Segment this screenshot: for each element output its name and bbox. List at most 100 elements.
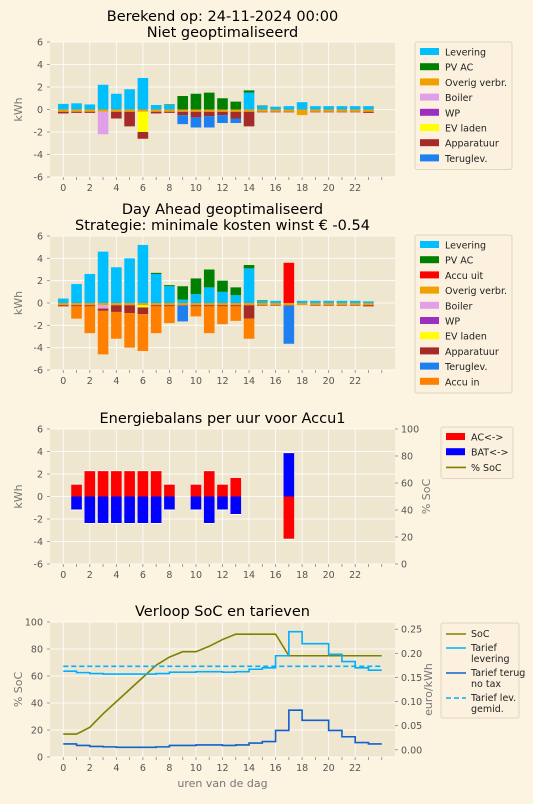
y-tick-label: 6 xyxy=(37,425,43,436)
bar-overig-verbr- xyxy=(363,109,374,112)
bar-overig-verbr- xyxy=(217,109,228,112)
bar-levering xyxy=(323,106,334,110)
bar-accu-in xyxy=(217,306,228,325)
bar-apparatuur xyxy=(283,305,295,306)
bar-ac xyxy=(203,470,215,497)
legend-label: WP xyxy=(445,108,460,119)
legend-label: Boiler xyxy=(445,93,472,104)
bar-accu-in xyxy=(124,313,135,348)
y-tick-label: 4 xyxy=(37,254,43,265)
legend-label: BAT<-> xyxy=(471,448,508,459)
bar-apparatuur xyxy=(310,305,321,306)
bar-ac xyxy=(71,484,82,497)
bar-teruglev- xyxy=(177,115,188,125)
y-tick-label: -4 xyxy=(34,537,43,548)
legend-label: PV AC xyxy=(445,256,474,267)
bar-pv-ac xyxy=(150,272,162,274)
bar-apparatuur xyxy=(217,111,228,116)
x-tick-label: 14 xyxy=(243,183,255,194)
x-tick-label: 14 xyxy=(243,376,255,387)
legend-swatch xyxy=(420,124,439,131)
bar-apparatuur xyxy=(57,305,69,307)
bar-overig-verbr- xyxy=(57,303,69,306)
x-tick-label: 22 xyxy=(349,376,361,387)
bar-apparatuur xyxy=(257,305,268,306)
legend-swatch xyxy=(420,63,439,71)
x-tick-label: 18 xyxy=(296,376,308,387)
bar-levering xyxy=(243,268,255,303)
legend-label: Accu in xyxy=(445,377,479,388)
x-tick-label: 12 xyxy=(216,183,228,194)
y-axis-label: kWh xyxy=(12,97,25,121)
bar-ac xyxy=(111,470,122,497)
x-tick-label: 12 xyxy=(216,763,228,774)
bar-bat xyxy=(283,452,295,497)
x-tick-label: 20 xyxy=(323,183,335,194)
legend-label: Apparatuur xyxy=(445,347,499,358)
bar-overig-verbr- xyxy=(270,303,281,306)
bar-ac xyxy=(230,477,242,497)
bar-levering xyxy=(57,103,69,110)
x-tick-label: 16 xyxy=(270,763,282,774)
legend-swatch xyxy=(446,448,465,456)
bar-pv-ac xyxy=(243,90,255,93)
legend-swatch xyxy=(420,377,439,385)
bar-overig-verbr- xyxy=(257,303,268,306)
legend-box xyxy=(440,622,520,719)
bar-levering xyxy=(217,291,228,303)
bar-pv-ac xyxy=(177,96,188,110)
bar-levering xyxy=(230,295,242,303)
legend-label: Tarief levering xyxy=(470,643,510,665)
y-tick-label: 2 xyxy=(37,83,43,94)
bar-teruglev- xyxy=(217,115,228,123)
bar-pv-ac xyxy=(217,98,228,110)
x-tick-label: 12 xyxy=(216,570,228,581)
legend-label: Overig verbr. xyxy=(445,78,507,89)
chart-title: Verloop SoC en tarieven xyxy=(135,604,310,620)
bar-apparatuur xyxy=(111,111,122,119)
y-tick-label: 0 xyxy=(37,105,43,116)
x-tick-label: 4 xyxy=(113,376,119,387)
bar-teruglev- xyxy=(177,305,188,322)
bar-levering xyxy=(270,106,281,110)
bar-apparatuur xyxy=(177,111,188,116)
bar-overig-verbr- xyxy=(84,303,96,306)
bar-levering xyxy=(57,298,69,303)
bar-overig-verbr- xyxy=(190,303,202,306)
bar-apparatuur xyxy=(349,111,361,113)
bar-levering xyxy=(296,102,308,110)
bar-teruglev- xyxy=(283,305,295,344)
bar-overig-verbr- xyxy=(71,303,82,306)
bar-overig-verbr- xyxy=(124,109,135,112)
bar-boiler xyxy=(97,111,109,135)
bar-pv-ac xyxy=(203,269,215,288)
bar-overig-verbr- xyxy=(296,109,308,116)
chart-title: Day Ahead geoptimaliseerd xyxy=(122,202,323,218)
legend-box xyxy=(414,41,513,170)
legend-swatch xyxy=(420,93,439,101)
legend-swatch xyxy=(420,347,439,355)
y-tick-label: 20 xyxy=(31,726,43,737)
bar-apparatuur xyxy=(363,111,374,113)
bar-overig-verbr- xyxy=(150,109,162,112)
bar-levering xyxy=(164,105,175,110)
y2-tick-label: 40 xyxy=(401,506,413,517)
bar-overig-verbr- xyxy=(243,109,255,112)
bar-accu-in xyxy=(243,318,255,339)
bar-levering xyxy=(349,300,361,303)
bar-levering xyxy=(336,106,348,110)
legend-swatch xyxy=(420,48,439,55)
bar-levering xyxy=(323,300,334,303)
y2-tick-label: 0.20 xyxy=(401,649,422,660)
bar-levering xyxy=(349,106,361,110)
x-tick-label: 6 xyxy=(140,376,146,387)
x-tick-label: 16 xyxy=(270,570,282,581)
bar-pv-ac xyxy=(203,92,215,110)
bar-levering xyxy=(111,93,122,110)
bar-apparatuur xyxy=(137,132,149,139)
x-tick-label: 14 xyxy=(243,570,255,581)
bar-overig-verbr- xyxy=(190,109,202,112)
legend-box xyxy=(414,234,513,394)
bar-ac xyxy=(190,484,202,497)
